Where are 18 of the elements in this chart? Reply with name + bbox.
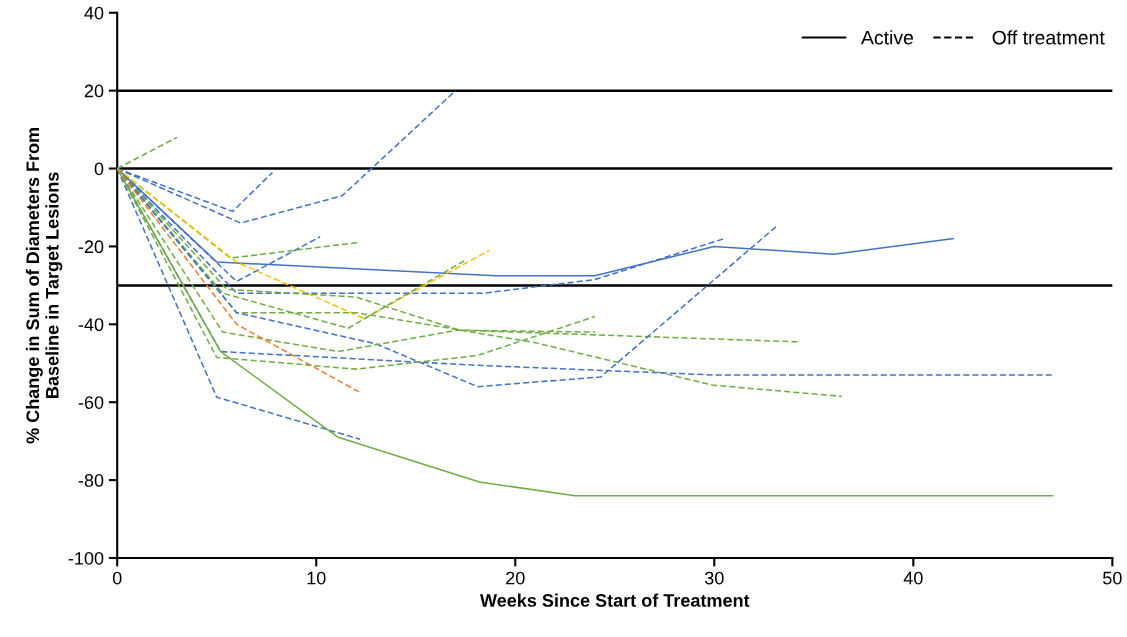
x-tick-label: 20 <box>506 571 525 585</box>
y-tick-label: -60 <box>78 396 104 409</box>
annotation: Off treatment <box>992 30 1105 45</box>
annotation: Active <box>860 30 914 45</box>
y-tick-label: 40 <box>84 6 104 20</box>
x-tick-label: 50 <box>1103 571 1122 585</box>
y-tick-label: -100 <box>68 551 104 565</box>
y-tick-label: 20 <box>84 84 104 98</box>
y-tick-label: -40 <box>78 318 104 332</box>
x-tick-label: 30 <box>704 571 724 585</box>
x-tick-label: 10 <box>307 571 326 585</box>
y-tick-label: 0 <box>94 162 104 176</box>
x-tick-label: 40 <box>903 571 923 585</box>
y-tick-label: -20 <box>78 240 104 254</box>
x-axis-title: Weeks Since Start of Treatment <box>480 593 750 607</box>
y-tick-label: -80 <box>78 474 104 487</box>
y-axis-title: % Change in Sum of Diameters From Baseline in Target Lesions <box>25 127 63 444</box>
x-tick-label: 0 <box>112 571 122 585</box>
